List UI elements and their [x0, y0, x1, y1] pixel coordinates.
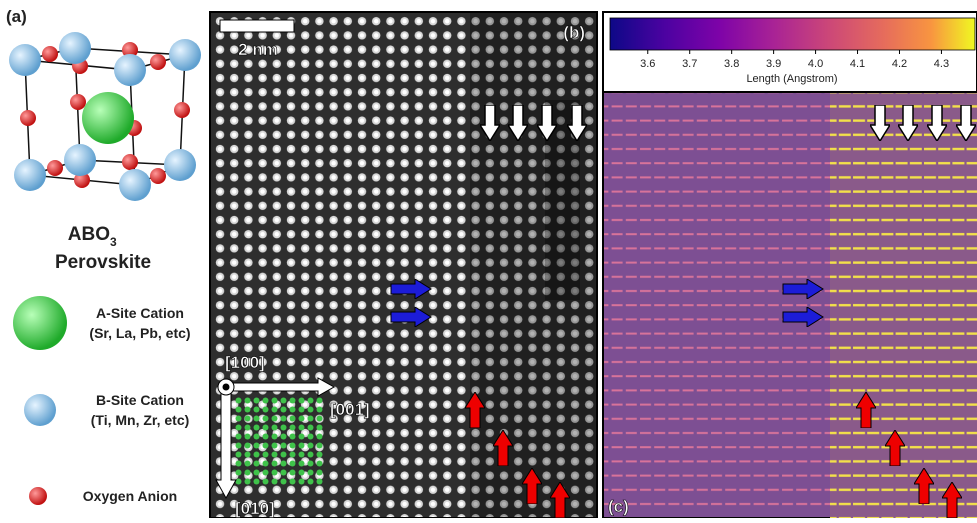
- direction-label: [010]: [235, 499, 275, 518]
- figure: (a) ABO 3 Perovskite A-Site Cation (Sr, …: [0, 0, 977, 518]
- panel-label: (c): [608, 497, 629, 516]
- legend-swatch: [13, 296, 67, 350]
- colorbar: Length (Angstrom) 3.6 3.7 3.8 3.9 4.0 4.1 4.2 4…: [603, 12, 977, 92]
- colorbar-tick-label: 3.9: [766, 58, 781, 70]
- colorbar-tick-label: 3.6: [640, 58, 655, 70]
- legend-detail: (Ti, Mn, Zr, etc): [91, 412, 190, 428]
- direction-label: [100]: [225, 353, 265, 372]
- structure-subtitle: Perovskite: [55, 252, 151, 273]
- legend-swatch: [24, 394, 56, 426]
- colorbar-tick-label: 4.1: [850, 58, 865, 70]
- scale-bar-label: 2 nm: [238, 40, 278, 59]
- panel-label: (b): [563, 23, 585, 42]
- colorbar-tick-label: 4.3: [934, 58, 949, 70]
- legend-swatch: [29, 487, 47, 505]
- colorbar-tick-label: 3.7: [682, 58, 697, 70]
- colorbar-tick-label: 4.2: [892, 58, 907, 70]
- legend-name: Oxygen Anion: [83, 488, 177, 504]
- direction-label: [001]: [330, 400, 370, 419]
- legend-name: B-Site Cation: [96, 392, 184, 408]
- a-site-atom: [82, 92, 134, 144]
- panel-label: (a): [6, 7, 27, 26]
- title-main: ABO: [68, 224, 110, 245]
- legend-name: A-Site Cation: [96, 305, 184, 321]
- structure-title: ABO: [68, 224, 110, 245]
- lattice-model: [235, 395, 325, 485]
- colorbar-tick-label: 4.0: [808, 58, 823, 70]
- colorbar-tick-label: 3.8: [724, 58, 739, 70]
- title-subscript: 3: [110, 235, 117, 249]
- legend-detail: (Sr, La, Pb, etc): [89, 325, 190, 341]
- colorbar-label: Length (Angstrom): [746, 73, 837, 85]
- scale-bar: [220, 20, 294, 32]
